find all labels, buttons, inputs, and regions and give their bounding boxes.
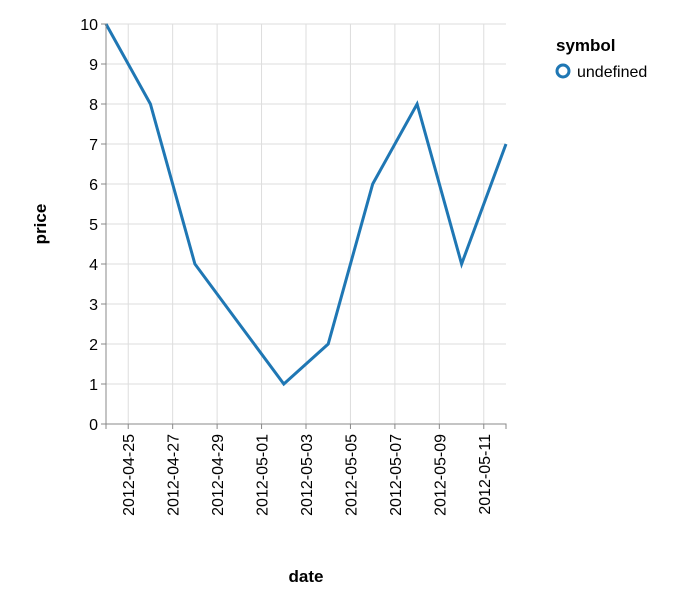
series-layer [104,23,508,387]
y-tick-labels: 0 1 2 3 4 5 6 7 8 9 10 [80,17,98,434]
legend-title: symbol [556,36,616,55]
series-line-undefined [104,23,508,387]
x-tick-label: 2012-05-11 [477,434,494,515]
grid [106,23,506,425]
x-axis-domain [105,423,507,429]
y-tick-label: 4 [89,257,98,274]
y-tick-label: 7 [89,137,98,154]
y-tick-label: 5 [89,217,98,234]
y-tick-label: 6 [89,177,98,194]
y-tick-label: 0 [89,417,98,434]
x-tick-label: 2012-05-05 [343,434,360,516]
legend-label-undefined: undefined [577,64,647,81]
x-tick-label: 2012-04-27 [166,434,183,516]
x-tick-label: 2012-04-25 [121,434,138,516]
y-axis-title: price [31,204,50,245]
axes [101,23,507,429]
x-tick-label: 2012-05-07 [388,434,405,516]
x-tick-label: 2012-05-03 [299,434,316,516]
x-tick-labels: 2012-04-25 2012-04-27 2012-04-29 2012-05-01… [121,434,494,516]
y-tick-label: 9 [89,57,98,74]
legend: symbol undefined [555,36,647,81]
y-tick-label: 10 [80,17,98,34]
x-tick-label: 2012-04-29 [210,434,227,516]
y-tick-label: 3 [89,297,98,314]
y-tick-label: 2 [89,337,98,354]
y-tick-label: 1 [89,377,98,394]
x-tick-label: 2012-05-01 [255,434,272,516]
x-tick-label: 2012-05-09 [432,434,449,516]
y-tick-label: 8 [89,97,98,114]
y-axis-domain [101,23,107,425]
legend-symbol-undefined [555,63,571,79]
x-axis-title: date [289,567,324,586]
